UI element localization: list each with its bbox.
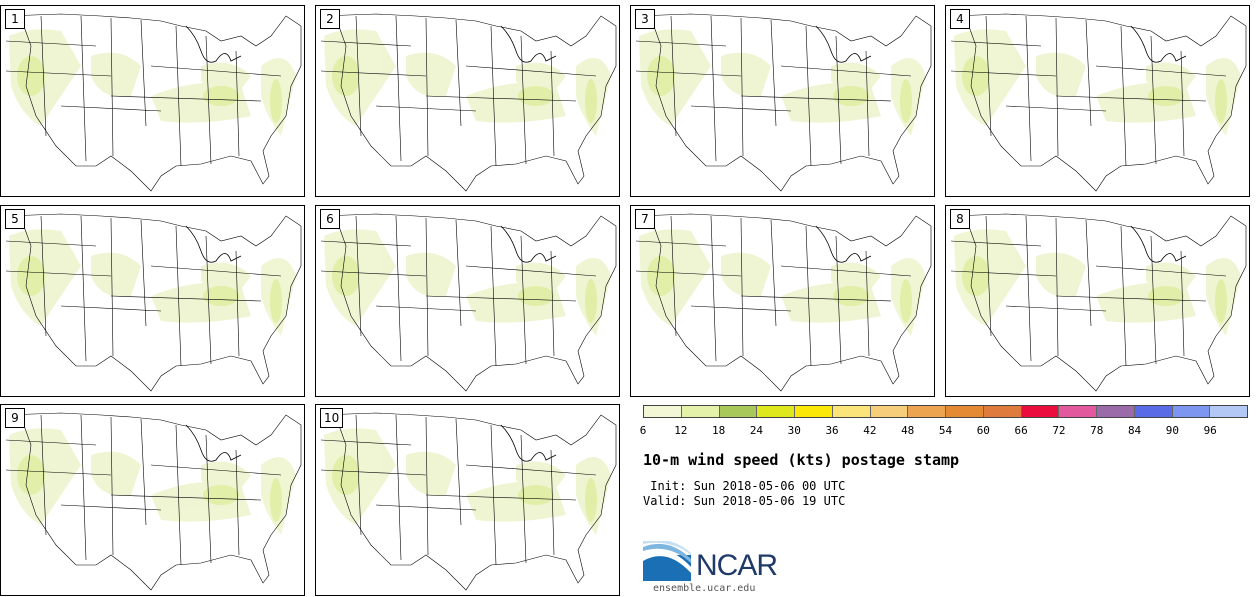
panel-number: 4 (950, 9, 970, 29)
logo-text: NCAR (696, 549, 778, 582)
panel-number: 9 (5, 408, 25, 428)
colorbar-tick-label: 72 (1052, 424, 1066, 437)
panel-number: 6 (320, 209, 340, 229)
map-panel-1: 1 (0, 5, 305, 197)
colorbar-swatch (946, 406, 984, 417)
colorbar-tick-label: 78 (1090, 424, 1104, 437)
colorbar-tick-label: 42 (863, 424, 877, 437)
panel-number: 10 (320, 408, 344, 428)
colorbar-swatch (644, 406, 682, 417)
colorbar-swatch (719, 406, 758, 417)
us-map-icon (635, 13, 932, 192)
colorbar-swatch (1021, 406, 1060, 417)
colorbar-swatch (908, 406, 946, 417)
us-map-icon (5, 13, 302, 192)
colorbar-tick-label: 66 (1014, 424, 1028, 437)
colorbar-tick-label: 24 (749, 424, 764, 437)
valid-time: Valid: Sun 2018-05-06 19 UTC (643, 494, 846, 508)
us-map-icon (950, 13, 1247, 192)
logo-url: ensemble.ucar.edu (653, 583, 756, 594)
colorbar-swatch (1210, 406, 1247, 417)
us-map-icon (5, 213, 302, 392)
panel-number: 7 (635, 209, 655, 229)
colorbar-tick-label: 30 (787, 424, 801, 437)
colorbar-tick-label: 96 (1203, 424, 1217, 437)
panel-number: 5 (5, 209, 25, 229)
colorbar (643, 405, 1248, 418)
panel-number: 8 (950, 209, 970, 229)
map-panel-5: 5 (0, 205, 305, 397)
colorbar-swatch (1059, 406, 1097, 417)
colorbar-swatch (870, 406, 909, 417)
colorbar-tick-label: 84 (1127, 424, 1142, 437)
colorbar-swatch (1097, 406, 1135, 417)
colorbar-swatch (757, 406, 795, 417)
colorbar-tick-label: 48 (901, 424, 915, 437)
colorbar-tick-label: 12 (674, 424, 688, 437)
colorbar-tick-label: 18 (712, 424, 726, 437)
colorbar-tick-label: 36 (825, 424, 839, 437)
map-panel-3: 3 (630, 5, 935, 197)
us-map-icon (320, 13, 617, 192)
us-map-icon (635, 213, 932, 392)
map-panel-7: 7 (630, 205, 935, 397)
map-panel-4: 4 (945, 5, 1250, 197)
panel-number: 3 (635, 9, 655, 29)
us-map-icon (5, 412, 302, 591)
colorbar-tick-label: 54 (938, 424, 953, 437)
colorbar-swatch (795, 406, 833, 417)
map-panel-10: 10 (315, 404, 620, 596)
colorbar-swatch (681, 406, 720, 417)
colorbar-swatch (832, 406, 871, 417)
map-panel-9: 9 (0, 404, 305, 596)
init-time: Init: Sun 2018-05-06 00 UTC (643, 479, 846, 493)
panel-number: 1 (5, 9, 25, 29)
colorbar-tick-label: 90 (1165, 424, 1179, 437)
ncar-logo-icon (643, 541, 691, 581)
map-panel-2: 2 (315, 5, 620, 197)
us-map-icon (320, 213, 617, 392)
us-map-icon (950, 213, 1247, 392)
map-panel-8: 8 (945, 205, 1250, 397)
colorbar-tick-label: 60 (976, 424, 990, 437)
us-map-icon (320, 412, 617, 591)
chart-title: 10-m wind speed (kts) postage stamp (643, 451, 960, 469)
colorbar-swatch (1172, 406, 1211, 417)
map-panel-6: 6 (315, 205, 620, 397)
colorbar-swatch (1134, 406, 1173, 417)
colorbar-swatch (983, 406, 1022, 417)
panel-number: 2 (320, 9, 340, 29)
colorbar-tick-label: 6 (639, 424, 647, 437)
